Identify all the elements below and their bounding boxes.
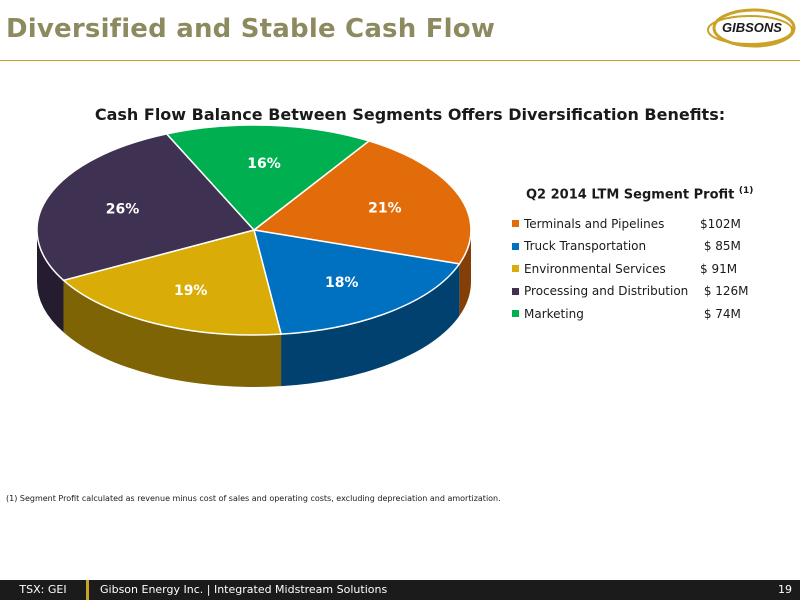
legend-name-2: Environmental Services bbox=[524, 261, 666, 276]
legend-value-4: $ 74M bbox=[700, 306, 741, 321]
legend-name-0: Terminals and Pipelines bbox=[524, 216, 665, 231]
page-number: 19 bbox=[778, 583, 792, 596]
chart-title: Cash Flow Balance Between Segments Offer… bbox=[94, 105, 726, 124]
pie-side-0 bbox=[459, 230, 471, 316]
legend-item-1: Truck Transportation $ 85M bbox=[512, 235, 792, 258]
legend-swatch-1 bbox=[512, 242, 519, 250]
pie-slice-1 bbox=[252, 229, 461, 335]
legend-name-4: Marketing bbox=[524, 306, 584, 321]
pie-label-4: 16% bbox=[247, 156, 281, 172]
pie-slices bbox=[36, 124, 472, 336]
legend-title-note: (1) bbox=[738, 186, 754, 196]
chart-legend: Q2 2014 LTM Segment Profit (1) Terminals… bbox=[512, 186, 792, 325]
legend-value-0: $102M bbox=[700, 216, 741, 231]
legend-swatch-3 bbox=[512, 287, 519, 295]
footnote: (1) Segment Profit calculated as revenue… bbox=[6, 494, 501, 503]
pie-labels: 21% 18% 19% 26% 16% bbox=[106, 156, 402, 299]
pie-slice-4 bbox=[165, 124, 371, 232]
pie-side-1 bbox=[281, 263, 460, 387]
legend-items: Terminals and Pipelines $102M Truck Transp… bbox=[512, 212, 792, 325]
pie-sides bbox=[37, 230, 471, 387]
footer-accent bbox=[86, 580, 89, 600]
legend-item-3: Processing and Distribution $ 126M bbox=[512, 280, 792, 303]
legend-value-2: $ 91M bbox=[700, 261, 738, 276]
footer-bar: TSX: GEI Gibson Energy Inc. | Integrated… bbox=[0, 580, 800, 600]
pie-side-3 bbox=[37, 230, 64, 333]
footer-company: Gibson Energy Inc. | Integrated Midstrea… bbox=[100, 583, 388, 596]
title-divider bbox=[0, 60, 800, 61]
pie-slice-0 bbox=[252, 140, 472, 265]
legend-swatch-2 bbox=[512, 265, 519, 273]
legend-title: Q2 2014 LTM Segment Profit (1) bbox=[526, 186, 792, 202]
legend-item-0: Terminals and Pipelines $102M bbox=[512, 212, 792, 235]
legend-title-text: Q2 2014 LTM Segment Profit bbox=[526, 187, 735, 203]
pie-side-2 bbox=[63, 280, 282, 387]
legend-swatch-4 bbox=[512, 310, 519, 318]
logo-text: GIBSONS bbox=[722, 20, 782, 35]
legend-item-4: Marketing $ 74M bbox=[512, 302, 792, 325]
pie-slice-2 bbox=[61, 229, 283, 336]
footer-ticker: TSX: GEI bbox=[0, 580, 86, 600]
legend-value-3: $ 126M bbox=[700, 284, 749, 299]
pie-label-2: 19% bbox=[174, 283, 208, 299]
pie-label-0: 21% bbox=[368, 200, 402, 216]
gibsons-logo: GIBSONS bbox=[707, 8, 796, 48]
legend-value-1: $ 85M bbox=[700, 239, 741, 254]
legend-swatch-0 bbox=[512, 220, 519, 228]
legend-name-3: Processing and Distribution bbox=[524, 284, 689, 299]
pie-label-3: 26% bbox=[106, 201, 140, 217]
slide-title: Diversified and Stable Cash Flow bbox=[6, 14, 496, 44]
legend-item-2: Environmental Services $ 91M bbox=[512, 257, 792, 280]
pie-label-1: 18% bbox=[325, 275, 359, 291]
legend-name-1: Truck Transportation bbox=[524, 239, 647, 254]
